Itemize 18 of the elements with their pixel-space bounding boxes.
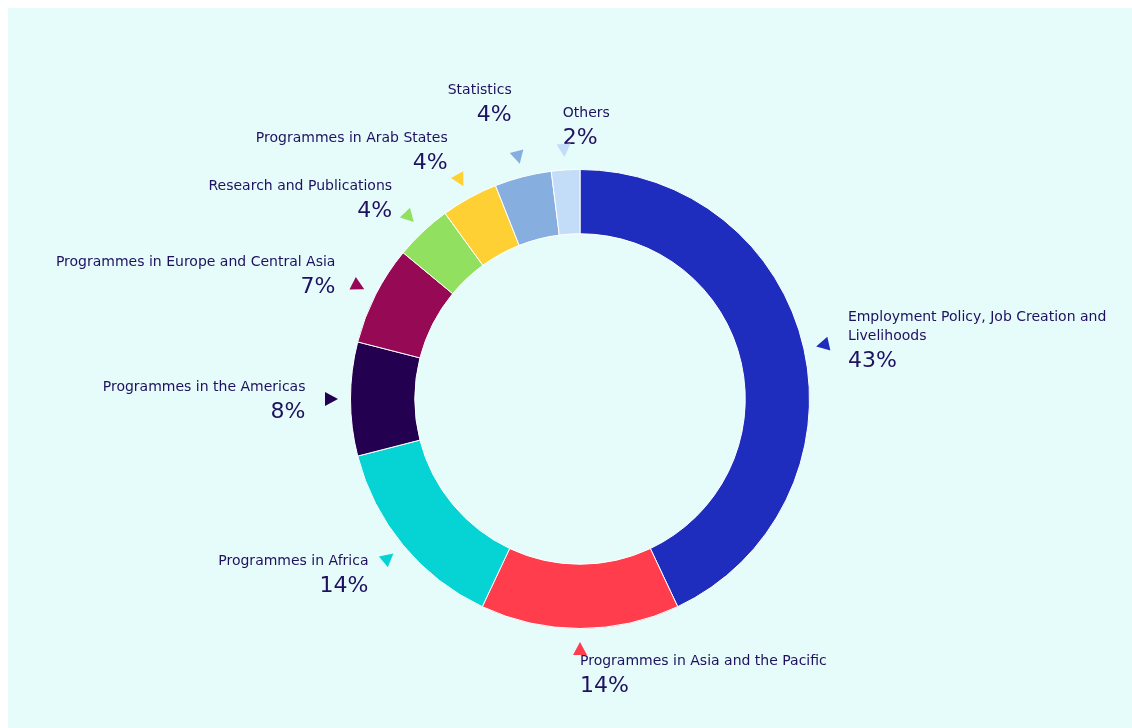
data-label: 43%: [847, 347, 897, 373]
data-label: 4%: [412, 149, 448, 175]
slice-label: Programmes in Arab States: [255, 129, 448, 146]
slice-label: Others: [562, 103, 610, 120]
data-label: 14%: [319, 572, 369, 598]
slice-label: Programmes in Asia and the Pacific: [580, 652, 827, 668]
data-label: 4%: [357, 197, 393, 223]
slice-label: Programmes in Europe and Central Asia: [55, 252, 336, 269]
data-label: 2%: [562, 123, 598, 149]
data-label: 14%: [580, 672, 629, 697]
data-label: 7%: [300, 272, 336, 298]
slice-label: Programmes in the Americas: [102, 377, 306, 394]
data-label: 4%: [476, 101, 512, 127]
slice-label: Employment Policy, Job Creation and Livelihoods: [847, 308, 1107, 344]
data-label: 8%: [270, 397, 306, 423]
legend-label: Programmes in Africa: [218, 552, 369, 569]
slice-label: Research and Publications: [208, 177, 393, 194]
slice-label: Statistics: [447, 81, 512, 98]
